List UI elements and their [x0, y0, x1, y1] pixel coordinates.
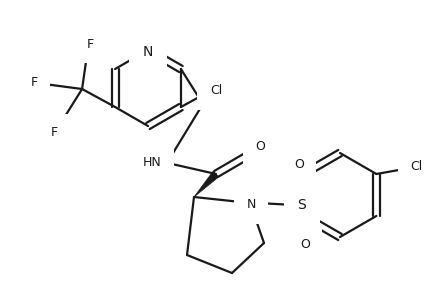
Text: F: F — [51, 126, 58, 139]
Text: O: O — [294, 158, 304, 171]
Text: F: F — [87, 37, 94, 50]
Text: Cl: Cl — [410, 160, 422, 173]
Text: Cl: Cl — [210, 84, 222, 98]
Text: O: O — [300, 238, 310, 251]
Text: HN: HN — [143, 156, 161, 170]
Text: F: F — [30, 75, 38, 88]
Text: O: O — [255, 141, 265, 154]
Text: N: N — [143, 45, 153, 59]
Text: N: N — [246, 198, 256, 211]
Text: S: S — [298, 198, 306, 212]
Polygon shape — [194, 171, 219, 197]
